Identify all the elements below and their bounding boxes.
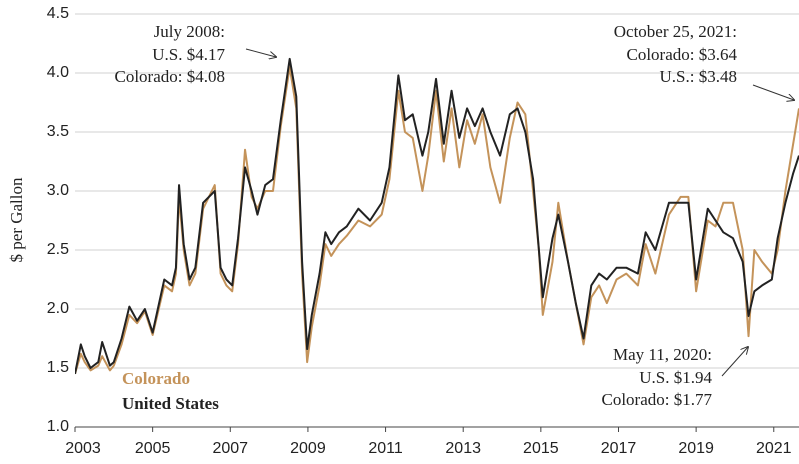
x-tick-label: 2015 [523, 440, 559, 457]
y-tick-label: 3.0 [47, 182, 69, 199]
annotation-text: U.S. $1.94 [639, 368, 712, 387]
annotation-text: Colorado: $4.08 [115, 67, 226, 86]
y-axis-label: $ per Gallon [7, 177, 26, 262]
annotation: July 2008: U.S. $4.17 Colorado: $4.08 [115, 22, 277, 86]
x-tick-label: 2019 [678, 440, 714, 457]
y-tick-label: 4.0 [47, 64, 69, 81]
grid [74, 13, 799, 432]
x-tick-label: 2013 [445, 440, 481, 457]
y-tick-label: 1.5 [47, 359, 69, 376]
x-tick-label: 2005 [135, 440, 171, 457]
x-tick-label: 2021 [756, 440, 792, 457]
y-tick-label: 2.5 [47, 241, 69, 258]
arrow [245, 48, 276, 57]
y-tick-label: 3.5 [47, 123, 69, 140]
y-tick-label: 2.0 [47, 300, 69, 317]
annotation-text: July 2008: [154, 22, 225, 41]
annotation: October 25, 2021: Colorado: $3.64 U.S.: … [614, 22, 794, 100]
lines [75, 57, 799, 375]
annotation-text: May 11, 2020: [613, 345, 712, 364]
x-tick-label: 2017 [601, 440, 637, 457]
x-tick-label: 2003 [65, 440, 101, 457]
annotation: May 11, 2020: U.S. $1.94 Colorado: $1.77 [602, 345, 749, 409]
legend-entry: Colorado [122, 369, 190, 388]
y-tick-label: 1.0 [47, 418, 69, 435]
legend-entry: United States [122, 394, 219, 413]
series-line [75, 57, 799, 375]
x-tick-label: 2011 [368, 440, 403, 457]
y-tick-label: 4.5 [47, 5, 69, 22]
x-tick-label: 2009 [290, 440, 326, 457]
legend: Colorado United States [122, 369, 219, 413]
annotation-text: U.S. $4.17 [152, 45, 225, 64]
x-tick-label: 2007 [212, 440, 248, 457]
annotation-text: October 25, 2021: [614, 22, 737, 41]
annotation-text: Colorado: $1.77 [602, 390, 713, 409]
annotation-text: Colorado: $3.64 [627, 45, 738, 64]
annotation-text: U.S.: $3.48 [660, 67, 737, 86]
arrow [721, 347, 748, 377]
arrow [752, 84, 794, 100]
